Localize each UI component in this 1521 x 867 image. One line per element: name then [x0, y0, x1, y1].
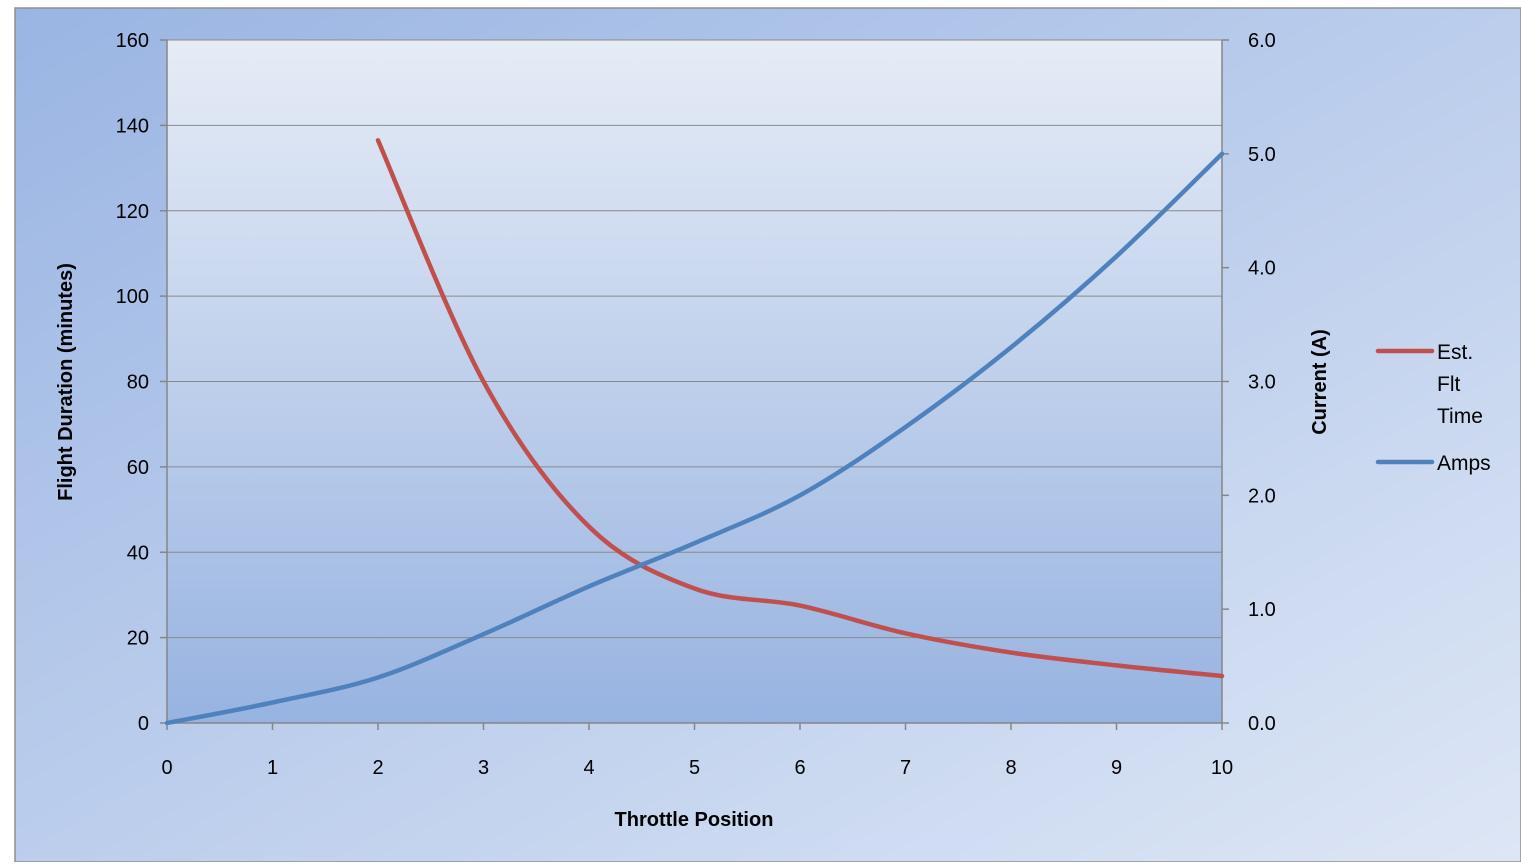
- y-left-tick-label: 140: [116, 115, 149, 137]
- x-tick-label: 5: [689, 757, 700, 779]
- x-tick-label: 1: [267, 757, 278, 779]
- y-right-tick-label: 0.0: [1248, 713, 1276, 735]
- series-line-amps: [164, 151, 1225, 726]
- y-left-tick-label: 20: [127, 628, 149, 650]
- axes: 0204060801001201401600.01.02.03.04.05.06…: [116, 30, 1276, 779]
- y-left-tick-label: 160: [116, 30, 149, 52]
- legend-label-line: Amps: [1437, 452, 1491, 475]
- x-tick-label: 3: [478, 757, 489, 779]
- legend: Est. Flt Time Amps: [1375, 341, 1491, 475]
- legend-label-est-flt-time: Est. Flt Time: [1437, 341, 1483, 428]
- y-axis-right-title: Current (A): [1309, 329, 1331, 435]
- x-tick-label: 4: [583, 757, 594, 779]
- y-axis-left-title: Flight Duration (minutes): [55, 263, 77, 501]
- legend-label-line: Flt: [1437, 373, 1460, 396]
- x-tick-label: 7: [900, 757, 911, 779]
- y-left-tick-label: 120: [116, 201, 149, 223]
- y-right-tick-label: 3.0: [1248, 372, 1276, 394]
- y-left-tick-label: 40: [127, 542, 149, 564]
- x-tick-label: 8: [1005, 757, 1016, 779]
- legend-label-line: Est.: [1437, 341, 1473, 364]
- series-layer: [164, 138, 1225, 726]
- x-tick-label: 6: [794, 757, 805, 779]
- y-left-tick-label: 0: [138, 713, 149, 735]
- y-right-tick-label: 4.0: [1248, 258, 1276, 280]
- y-left-tick-label: 100: [116, 286, 149, 308]
- x-tick-label: 10: [1211, 757, 1233, 779]
- y-right-tick-label: 1.0: [1248, 599, 1276, 621]
- y-left-tick-label: 60: [127, 457, 149, 479]
- series-line-est-flt-time: [375, 138, 1225, 679]
- y-left-tick-label: 80: [127, 372, 149, 394]
- y-right-tick-label: 5.0: [1248, 144, 1276, 166]
- x-tick-label: 9: [1111, 757, 1122, 779]
- legend-label-line: Time: [1437, 405, 1483, 428]
- x-tick-label: 0: [161, 757, 172, 779]
- legend-label-amps: Amps: [1437, 452, 1491, 475]
- gridlines: [167, 39, 1222, 639]
- y-right-tick-label: 6.0: [1248, 30, 1276, 52]
- x-tick-label: 2: [372, 757, 383, 779]
- x-axis-title: Throttle Position: [615, 809, 774, 831]
- y-right-tick-label: 2.0: [1248, 485, 1276, 507]
